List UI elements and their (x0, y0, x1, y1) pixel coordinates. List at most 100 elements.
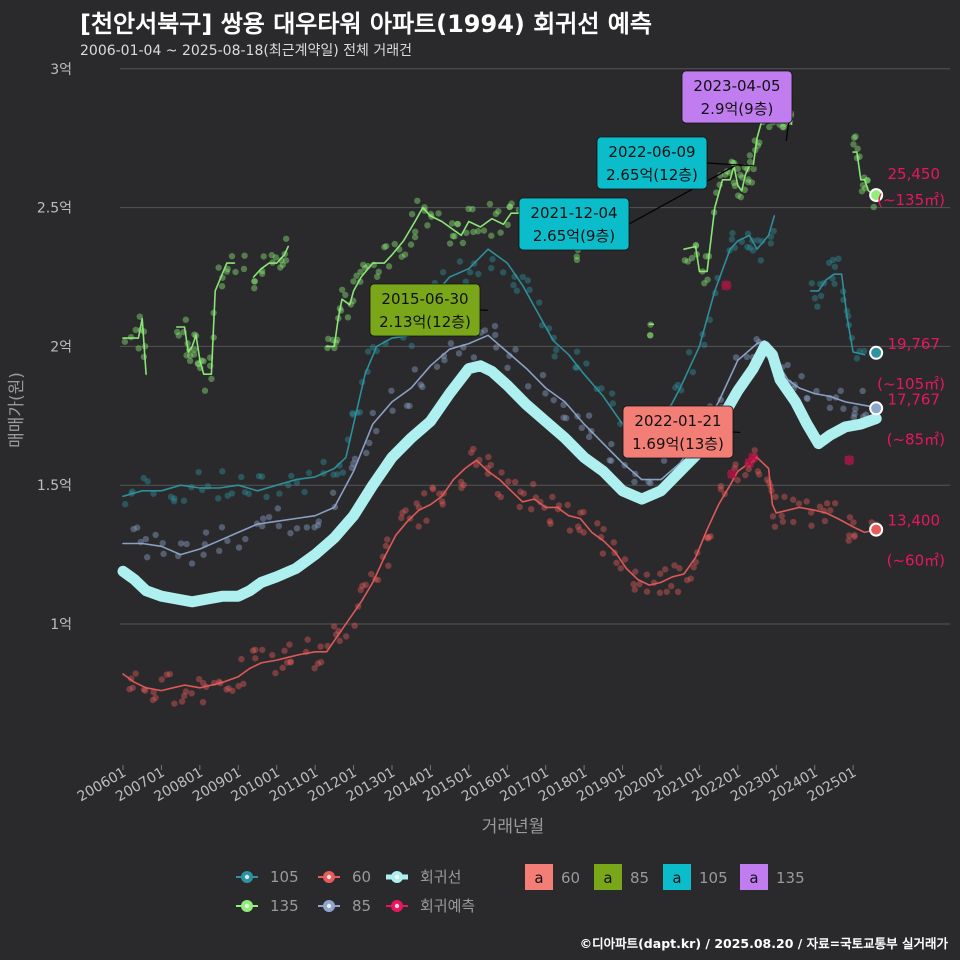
legend-box-85: a 85 (594, 864, 649, 890)
scatter-point-135 (497, 229, 504, 236)
scatter-point-60 (632, 568, 639, 575)
end-point-marker (869, 188, 884, 203)
scatter-point-85 (506, 352, 513, 359)
scatter-point-60 (235, 682, 242, 690)
scatter-point-135 (240, 265, 248, 273)
scatter-point-85 (851, 410, 858, 418)
scatter-point-135 (344, 314, 352, 321)
scatter-point-135 (647, 332, 654, 339)
scatter-point-60 (769, 513, 777, 520)
scatter-point-105 (144, 478, 151, 485)
annotation-label: 2021-12-04 2.65억(9층) (518, 197, 630, 251)
scatter-point-135 (224, 265, 231, 273)
scatter-point-60 (661, 566, 669, 573)
scatter-point-105 (674, 381, 682, 389)
scatter-point-105 (364, 348, 372, 355)
annotation-label: 2023-04-05 2.9억(9층) (681, 70, 793, 124)
scatter-point-135 (488, 232, 495, 239)
scatter-point-85 (389, 407, 396, 414)
scatter-point-85 (631, 478, 638, 486)
annotation-date: 2022-06-09 (608, 143, 695, 161)
scatter-point-60 (851, 533, 858, 540)
legend-item-60: 60 (318, 868, 371, 886)
legend-swatch-center (244, 903, 250, 909)
scatter-point-135 (183, 352, 190, 359)
scatter-point-60 (485, 453, 492, 461)
scatter-point-60 (342, 633, 350, 640)
end-point-marker (869, 401, 884, 416)
forecast-cross (727, 469, 737, 479)
legend-box-135: a 135 (740, 864, 805, 890)
scatter-point-105 (241, 488, 249, 496)
scatter-point-105 (513, 287, 521, 294)
legend-box-label: 135 (776, 869, 805, 887)
scatter-point-60 (546, 518, 554, 525)
scatter-point-60 (527, 505, 535, 513)
scatter-point-135 (282, 235, 290, 242)
scatter-point-135 (259, 270, 266, 277)
legend-swatch-center (394, 903, 400, 909)
scatter-point-105 (526, 286, 533, 294)
scatter-point-60 (249, 647, 257, 654)
scatter-point-60 (420, 490, 428, 497)
scatter-point-135 (454, 220, 462, 228)
scatter-point-60 (580, 508, 587, 516)
scatter-point-85 (433, 363, 441, 370)
scatter-point-85 (550, 396, 557, 404)
scatter-point-105 (462, 278, 470, 285)
scatter-point-60 (368, 570, 375, 578)
scatter-point-85 (560, 414, 567, 421)
y-tick-label: 2억 (50, 339, 72, 355)
scatter-point-60 (505, 478, 512, 485)
scatter-point-105 (171, 495, 178, 502)
scatter-point-85 (481, 327, 489, 334)
scatter-point-135 (325, 335, 332, 343)
scatter-point-105 (489, 256, 496, 263)
scatter-point-60 (631, 586, 639, 593)
scatter-point-60 (150, 689, 157, 696)
scatter-point-105 (524, 277, 532, 284)
scatter-point-135 (201, 387, 209, 394)
scatter-point-135 (190, 351, 198, 358)
legend-box-60: a 60 (525, 864, 580, 890)
scatter-point-135 (734, 165, 741, 173)
scatter-point-105 (301, 488, 308, 496)
scatter-point-105 (770, 227, 777, 235)
scatter-point-60 (845, 537, 852, 544)
scatter-point-105 (749, 247, 757, 254)
scatter-point-135 (375, 268, 382, 276)
scatter-point-60 (460, 481, 467, 489)
scatter-point-60 (613, 559, 620, 566)
scatter-point-135 (338, 286, 346, 293)
legend-item-85: 85 (318, 897, 371, 915)
scatter-point-135 (223, 268, 231, 275)
annotation-box (681, 70, 793, 124)
legend-label: 135 (270, 897, 299, 915)
scatter-point-135 (182, 316, 190, 323)
legend-box-105: a 105 (663, 864, 728, 890)
scatter-point-85 (235, 544, 243, 551)
scatter-point-135 (449, 232, 457, 240)
scatter-point-105 (285, 481, 292, 489)
scatter-point-135 (435, 210, 442, 217)
scatter-point-60 (577, 509, 584, 516)
scatter-point-105 (475, 270, 482, 278)
scatter-point-105 (330, 471, 337, 478)
scatter-point-60 (717, 482, 725, 490)
scatter-point-85 (303, 524, 311, 531)
scatter-point-85 (837, 387, 844, 395)
forecast-cross (844, 455, 854, 465)
scatter-point-60 (517, 488, 524, 495)
y-tick-label: 1.5억 (37, 478, 72, 494)
scatter-point-60 (690, 564, 697, 571)
scatter-point-60 (547, 520, 554, 527)
scatter-point-105 (456, 258, 464, 265)
scatter-point-135 (702, 253, 710, 260)
scatter-point-60 (789, 496, 797, 503)
scatter-point-60 (600, 525, 607, 533)
scatter-point-85 (259, 522, 266, 530)
scatter-point-60 (413, 500, 420, 507)
scatter-point-135 (746, 152, 754, 159)
legend-label: 60 (352, 868, 371, 886)
scatter-point-60 (687, 575, 695, 582)
